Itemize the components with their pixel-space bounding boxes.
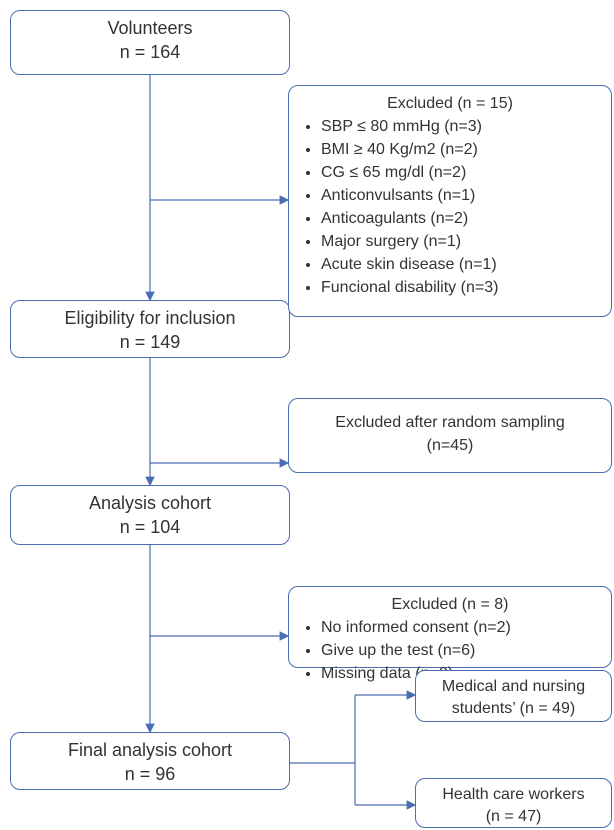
exclusion-title: Excluded (n = 15) xyxy=(387,95,513,112)
exclusion-item: SBP ≤ 80 mmHg (n=3) xyxy=(321,115,611,138)
outcome-line: (n = 47) xyxy=(485,808,542,825)
outcome-box: Medical and nursing students’ (n = 49) xyxy=(415,670,612,722)
outcome-line: Health care workers xyxy=(442,786,585,803)
outcome-line: students’ (n = 49) xyxy=(451,700,576,717)
exclusion-item: Acute skin disease (n=1) xyxy=(321,253,611,276)
node-label: Eligibility for inclusion xyxy=(64,308,236,328)
exclusion-box: Excluded after random sampling (n=45) xyxy=(288,398,612,473)
exclusion-item: Anticonvulsants (n=1) xyxy=(321,184,611,207)
node-count: n = 104 xyxy=(119,517,181,537)
exclusion-item: Give up the test (n=6) xyxy=(321,639,611,662)
exclusion-item: Major surgery (n=1) xyxy=(321,230,611,253)
exclusion-list: SBP ≤ 80 mmHg (n=3)BMI ≥ 40 Kg/m2 (n=2)C… xyxy=(289,115,611,299)
node-count: n = 164 xyxy=(119,42,181,62)
exclusion-item: BMI ≥ 40 Kg/m2 (n=2) xyxy=(321,138,611,161)
node-label: Analysis cohort xyxy=(88,493,212,513)
exclusion-count: (n=45) xyxy=(426,437,474,454)
exclusion-box: Excluded (n = 15) SBP ≤ 80 mmHg (n=3)BMI … xyxy=(288,85,612,317)
exclusion-title: Excluded (n = 8) xyxy=(391,596,509,613)
exclusion-item: Anticoagulants (n=2) xyxy=(321,207,611,230)
node-box: Eligibility for inclusion n = 149 xyxy=(10,300,290,358)
node-label: Volunteers xyxy=(107,18,193,38)
outcome-line: Medical and nursing xyxy=(441,678,586,695)
exclusion-box: Excluded (n = 8) No informed consent (n=2… xyxy=(288,586,612,682)
node-count: n = 149 xyxy=(119,332,181,352)
node-count: n = 96 xyxy=(124,764,176,784)
node-box: Analysis cohort n = 104 xyxy=(10,485,290,545)
exclusion-title: Excluded after random sampling xyxy=(335,414,565,431)
node-box: Volunteers n = 164 xyxy=(10,10,290,75)
outcome-box: Health care workers (n = 47) xyxy=(415,778,612,828)
node-label: Final analysis cohort xyxy=(67,740,233,760)
node-box: Final analysis cohort n = 96 xyxy=(10,732,290,790)
exclusion-item: Funcional disability (n=3) xyxy=(321,276,611,299)
exclusion-item: No informed consent (n=2) xyxy=(321,616,611,639)
exclusion-item: CG ≤ 65 mg/dl (n=2) xyxy=(321,161,611,184)
